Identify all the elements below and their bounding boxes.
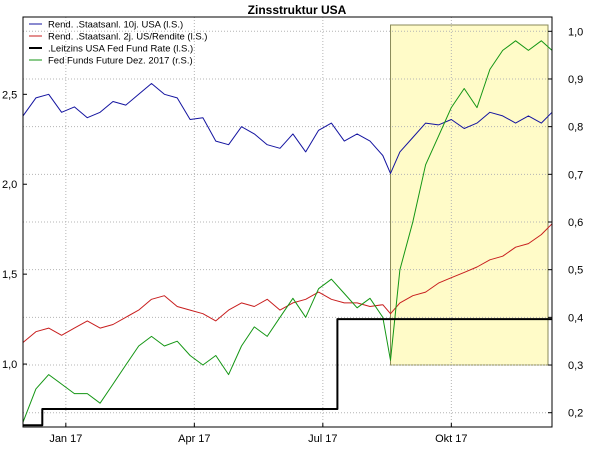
chart-title: Zinsstruktur USA: [248, 3, 347, 17]
right-tick-label: 0,4: [568, 312, 583, 324]
left-tick-label: 2,5: [2, 89, 17, 101]
legend-label: Rend. .Staatsanl. 2j. US/Rendite (l.S.): [48, 32, 207, 43]
series-line: [22, 40, 553, 423]
legend: Rend. .Staatsanl. 10j. USA (l.S.)Rend. .…: [29, 20, 207, 67]
series-line: [22, 83, 553, 174]
right-tick-label: 0,8: [568, 122, 583, 134]
right-tick-label: 0,5: [568, 265, 583, 277]
legend-label: Fed Funds Future Dez. 2017 (r.S.): [48, 56, 193, 67]
left-tick-label: 1,5: [2, 269, 17, 281]
right-axis: 0,2 0,3 0,4 0,5 0,6 0,7 0,8 0,9 1,0: [548, 26, 583, 420]
x-axis: Jan 17 Apr 17 Jul 17 Okt 17: [49, 423, 468, 445]
right-tick-label: 0,7: [568, 169, 583, 181]
x-tick-label: Okt 17: [435, 433, 467, 445]
right-tick-label: 1,0: [568, 26, 583, 38]
series-line: [22, 223, 553, 343]
series-lines: [22, 40, 553, 427]
series-line: [23, 318, 552, 427]
highlight-band: [390, 24, 549, 366]
legend-label: .Leitzins USA Fed Fund Rate (l.S.): [48, 44, 193, 55]
x-tick-label: Jul 17: [308, 433, 337, 445]
right-tick-label: 0,9: [568, 74, 583, 86]
right-tick-label: 0,2: [568, 408, 583, 420]
legend-label: Rend. .Staatsanl. 10j. USA (l.S.): [48, 20, 183, 31]
left-tick-label: 1,0: [2, 359, 17, 371]
gridlines: [23, 17, 552, 427]
x-tick-label: Apr 17: [178, 433, 210, 445]
left-axis: 1,0 1,5 2,0 2,5: [2, 89, 27, 371]
right-tick-label: 0,3: [568, 360, 583, 372]
left-tick-label: 2,0: [2, 179, 17, 191]
x-tick-label: Jan 17: [49, 433, 82, 445]
right-tick-label: 0,6: [568, 217, 583, 229]
